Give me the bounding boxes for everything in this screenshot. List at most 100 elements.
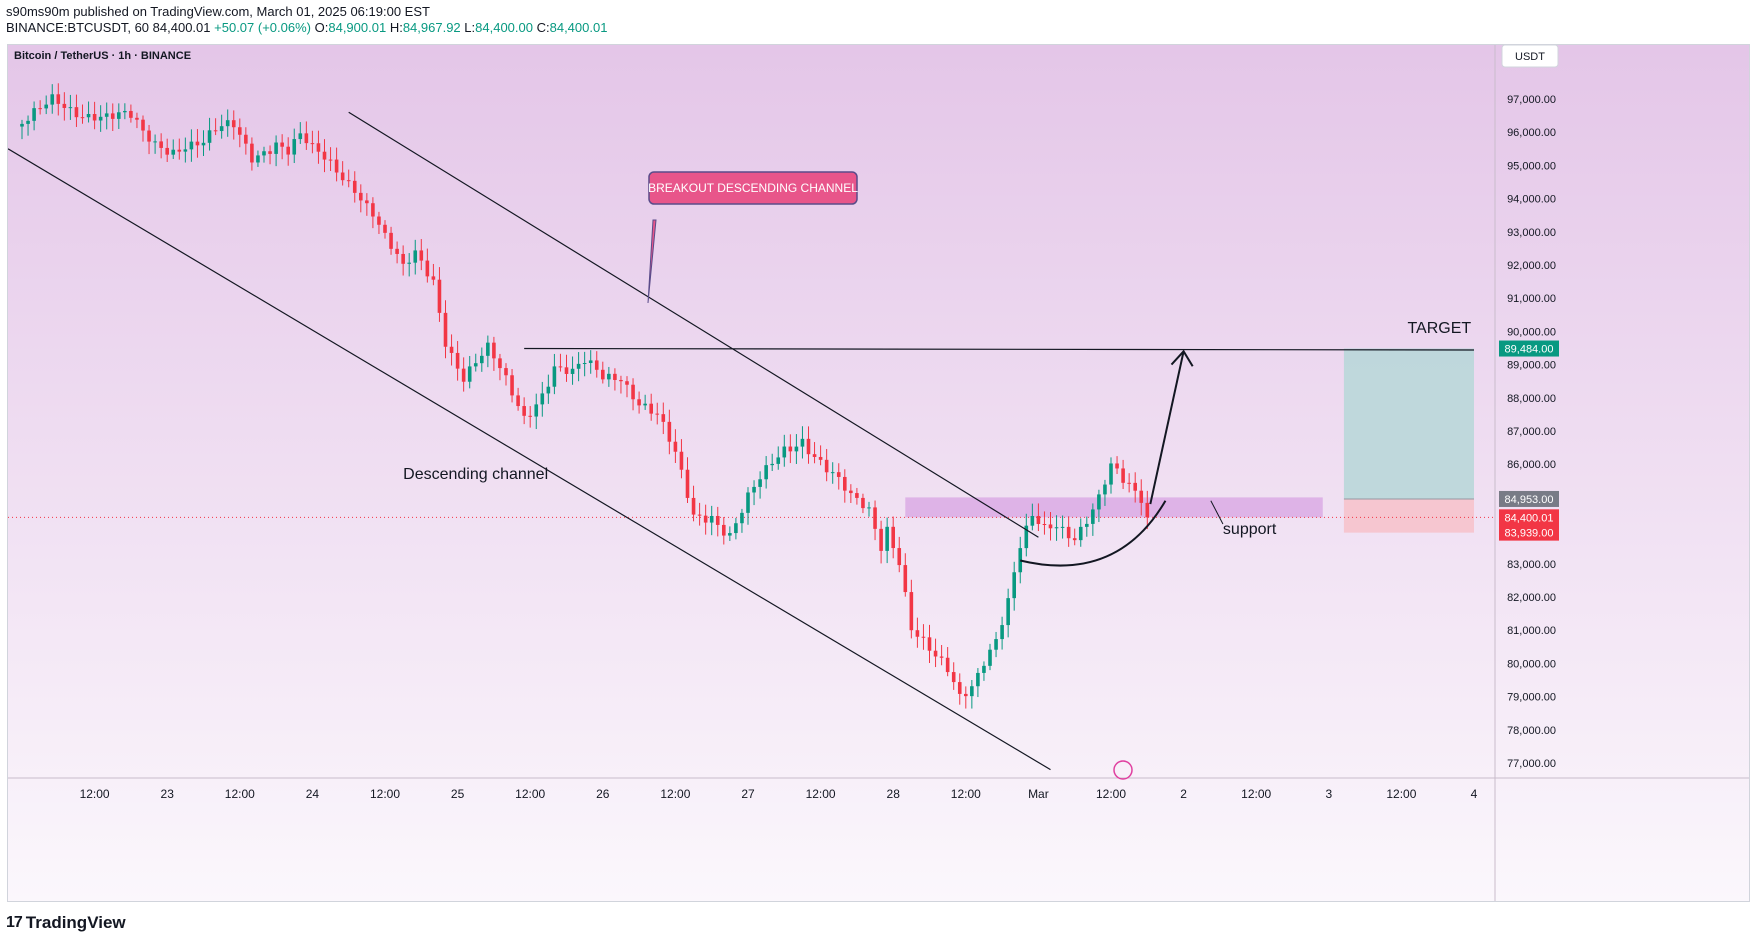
candle-body (818, 456, 823, 460)
x-tick-label: 12:00 (370, 787, 400, 801)
candle-body (268, 151, 272, 154)
x-tick-label: 12:00 (80, 787, 110, 801)
candle-body (141, 119, 145, 131)
y-tick-label: 96,000.00 (1507, 127, 1556, 139)
x-tick-label: 2 (1180, 787, 1187, 801)
candle-body (201, 142, 206, 146)
candle-body (607, 373, 611, 380)
candle-body (945, 657, 950, 673)
candle-body (207, 130, 212, 143)
entry-price-label: 84,953.00 (1505, 494, 1554, 506)
candle-body (123, 110, 127, 113)
candle-body (558, 366, 563, 368)
candle-body (951, 672, 956, 683)
y-tick-label: 90,000.00 (1507, 326, 1556, 338)
price-chart[interactable]: 97,000.00 96,000.00 95,000.00 94,000.00 93,0… (8, 45, 1749, 901)
chart-title: Bitcoin / TetherUS · 1h · BINANCE (14, 50, 191, 62)
candle-body (443, 312, 448, 347)
candle-body (407, 262, 411, 264)
candle-body (213, 130, 218, 132)
tradingview-logo-text: TradingView (25, 913, 126, 932)
candle-body (849, 490, 853, 494)
candle-body (800, 438, 805, 447)
publisher-line: s90ms90m published on TradingView.com, M… (6, 4, 430, 19)
candle-body (867, 507, 871, 509)
chart-frame[interactable]: 97,000.00 96,000.00 95,000.00 94,000.00 93,0… (7, 44, 1750, 902)
x-tick-label: 4 (1471, 787, 1478, 801)
target-zone (1343, 348, 1474, 499)
candle-body (346, 180, 351, 182)
candle-body (522, 406, 526, 416)
candle-body (165, 147, 169, 155)
candle-body (316, 143, 321, 152)
stop-price-label-bg (1499, 524, 1559, 541)
candle-body (389, 232, 393, 249)
chart-background (8, 45, 1749, 901)
candle-body (110, 113, 115, 119)
last-price: 84,400.01 (152, 20, 211, 35)
candle-body (927, 637, 932, 651)
candle-body (92, 113, 97, 121)
x-tick-label: 12:00 (1096, 787, 1126, 801)
candle-body (982, 665, 986, 673)
candle-body (365, 200, 369, 204)
candle-body (873, 507, 877, 529)
channel-label: Descending channel (403, 466, 548, 483)
candle-body (812, 454, 817, 457)
candle-body (879, 528, 883, 551)
support-pointer (1210, 500, 1224, 525)
candle-body (740, 512, 744, 524)
callout-text: BREAKOUT DESCENDING CHANNEL (648, 181, 858, 195)
candle-body (68, 107, 73, 109)
symbol-interval: BINANCE:BTCUSDT, 60 (6, 20, 150, 35)
tradingview-logo[interactable]: 17 TradingView (6, 913, 126, 933)
candle-body (861, 497, 865, 509)
x-tick-label: 12:00 (951, 787, 981, 801)
x-tick-label: 23 (161, 787, 175, 801)
candle-body (843, 476, 847, 491)
candle-body (504, 368, 508, 376)
candle-body (540, 393, 545, 405)
candle-body (1060, 526, 1065, 528)
candle-body (44, 104, 48, 109)
candle-body (921, 636, 926, 638)
candle-body (26, 120, 30, 124)
candle-body (231, 120, 236, 128)
candle-body (280, 142, 284, 147)
low-value: 84,400.00 (475, 20, 533, 35)
candle-body (1000, 625, 1004, 640)
candle-body (619, 379, 623, 382)
candle-body (1127, 482, 1131, 484)
candle-body (637, 399, 641, 406)
x-tick-label: 3 (1325, 787, 1332, 801)
candle-body (486, 342, 490, 356)
candle-body (449, 346, 454, 353)
y-tick-label: 95,000.00 (1507, 160, 1556, 172)
candle-body (1018, 548, 1023, 573)
currency-box (1501, 45, 1559, 68)
candle-body (897, 548, 902, 566)
candle-body (117, 112, 121, 119)
candle-body (915, 630, 920, 637)
candle-body (286, 146, 290, 155)
x-tick-label: 12:00 (806, 787, 836, 801)
high-value: 84,967.92 (402, 20, 461, 35)
candle-body (794, 446, 799, 452)
y-tick-label: 91,000.00 (1507, 293, 1556, 305)
x-tick-label: 27 (741, 787, 755, 801)
x-tick-label: 12:00 (515, 787, 545, 801)
candle-body (250, 143, 254, 163)
x-tick-label: 26 (596, 787, 610, 801)
y-tick-label: 79,000.00 (1507, 692, 1556, 704)
candle-body (292, 139, 297, 155)
candle-body (492, 342, 496, 359)
candle-body (1078, 526, 1083, 541)
candle-body (1072, 538, 1077, 541)
candle-body (371, 203, 375, 217)
candle-body (673, 441, 678, 452)
candle-body (903, 565, 908, 593)
candle-body (770, 463, 774, 466)
x-tick-label: 12:00 (1241, 787, 1271, 801)
candle-body (98, 116, 103, 121)
resistance-line (524, 347, 1475, 351)
